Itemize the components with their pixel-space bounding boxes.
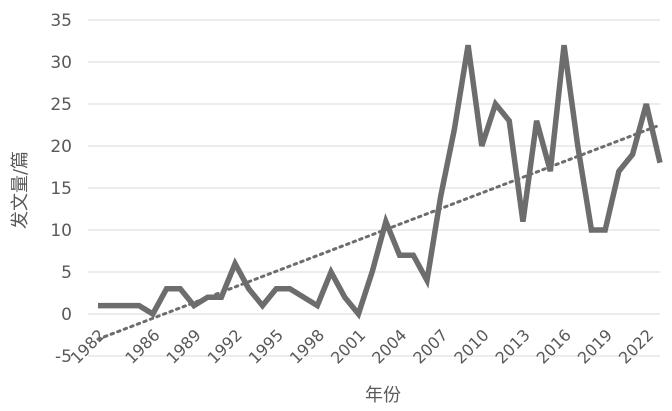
y-tick-label: 20 bbox=[50, 137, 72, 157]
y-tick-label: 30 bbox=[50, 53, 72, 73]
x-axis-label: 年份 bbox=[365, 385, 401, 406]
grid-lines bbox=[88, 19, 660, 357]
trendline-group bbox=[96, 123, 662, 341]
x-tick-label: 1986 bbox=[121, 325, 163, 367]
x-tick-label: 1998 bbox=[286, 325, 328, 367]
x-tick-label: 2004 bbox=[368, 325, 410, 367]
x-tick-label: 1992 bbox=[204, 325, 246, 367]
x-tick-label: 1982 bbox=[67, 325, 109, 367]
x-tick-label: 2010 bbox=[450, 325, 492, 367]
x-tick-label: 2013 bbox=[492, 325, 534, 367]
x-tick-label: 2007 bbox=[409, 325, 451, 367]
y-tick-label: 5 bbox=[61, 263, 72, 283]
x-tick-label: 2016 bbox=[533, 325, 575, 367]
x-axis-ticks: 1982 198619891992199519982001200420072010… bbox=[67, 325, 658, 367]
x-tick-label: 1989 bbox=[163, 325, 205, 367]
y-tick-label: 0 bbox=[61, 305, 72, 325]
y-tick-label: -5 bbox=[55, 347, 72, 367]
x-tick-label: 2022 bbox=[615, 325, 657, 367]
y-axis-ticks: -5 0 5 10 15 20 25 30 35 bbox=[50, 11, 72, 367]
x-tick-label: 1995 bbox=[245, 325, 287, 367]
y-tick-label: 35 bbox=[50, 11, 72, 31]
series-line-0 bbox=[98, 44, 663, 320]
y-tick-label: 15 bbox=[50, 179, 72, 199]
x-tick-label: 2001 bbox=[327, 325, 369, 367]
series-group bbox=[97, 44, 663, 320]
y-tick-label: 10 bbox=[50, 221, 72, 241]
trendline bbox=[96, 123, 662, 341]
y-tick-label: 25 bbox=[50, 95, 72, 115]
x-tick-label: 2019 bbox=[574, 325, 616, 367]
y-axis-label: 发文量/篇 bbox=[10, 151, 31, 229]
